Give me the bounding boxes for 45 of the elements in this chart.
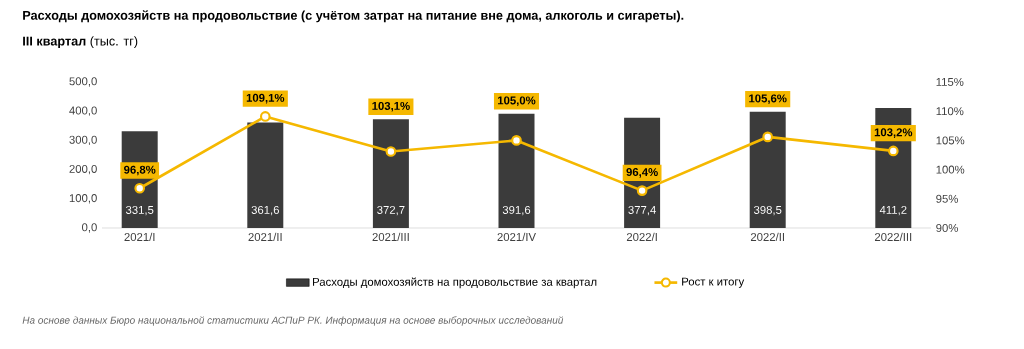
chart-subtitle: III квартал (тыс. тг)	[23, 36, 138, 49]
x-tick-label: 2022/III	[874, 232, 912, 242]
y2-tick-label: 100%	[936, 165, 965, 174]
y2-tick-label: 105%	[936, 136, 965, 145]
data-label: 109,1%	[246, 93, 285, 104]
y2-tick-label: 115%	[936, 78, 964, 86]
text: На основе данных Бюро национальной статистики АСПиР РК. Информация на основе выборочных исследований	[22, 316, 564, 326]
y-tick-label: 100,0	[69, 194, 97, 204]
point	[259, 111, 271, 122]
data-label: 103,1%	[372, 101, 410, 112]
data-label: 398,5	[753, 205, 782, 216]
point	[887, 145, 899, 157]
y-tick-label: 400,0	[69, 106, 97, 116]
data-label: 96,4%	[626, 168, 658, 178]
x-tick-label: 2021/II	[248, 232, 282, 242]
data-label: 391,6	[502, 205, 531, 216]
data-label: 372,7	[377, 205, 405, 216]
legend-label: Рост к итогу	[682, 277, 745, 288]
x-tick-label: 2022/II	[750, 232, 784, 242]
y2-tick-label: 95%	[936, 194, 958, 203]
data-label: 377,4	[628, 205, 656, 216]
x-tick-label: 2021/I	[124, 232, 155, 242]
point	[511, 135, 522, 146]
x-tick-label: 2022/I	[626, 232, 657, 242]
x-tick-label: 2021/IV	[497, 232, 536, 242]
data-label: 361,6	[251, 205, 279, 216]
data-label: 331,5	[125, 205, 154, 216]
y-tick-label: 200,0	[69, 164, 97, 175]
data-label: 105,0%	[497, 96, 536, 107]
y-tick-label: 300,0	[69, 135, 97, 146]
point	[762, 131, 774, 143]
y2-tick-label: 90%	[936, 223, 958, 232]
x-tick-label: 2021/III	[372, 232, 409, 242]
data-label: 103,2%	[874, 128, 913, 138]
y-tick-label: 0,0	[81, 223, 97, 233]
y-tick-label: 500,0	[69, 77, 97, 87]
point	[636, 185, 648, 196]
chart-title: Расходы домохозяйств на продовольствие (с учётом затрат на питание вне дома, алкоголь и сигареты).	[23, 10, 684, 23]
data-label: 411,2	[879, 205, 907, 216]
point	[134, 182, 146, 194]
point	[385, 146, 397, 157]
legend-label: Расходы домохозяйств на продовольствие за квартал	[313, 277, 597, 289]
y2-tick-label: 110%	[936, 107, 964, 116]
data-label: 96,8%	[124, 165, 156, 176]
data-label: 105,6%	[749, 94, 787, 105]
